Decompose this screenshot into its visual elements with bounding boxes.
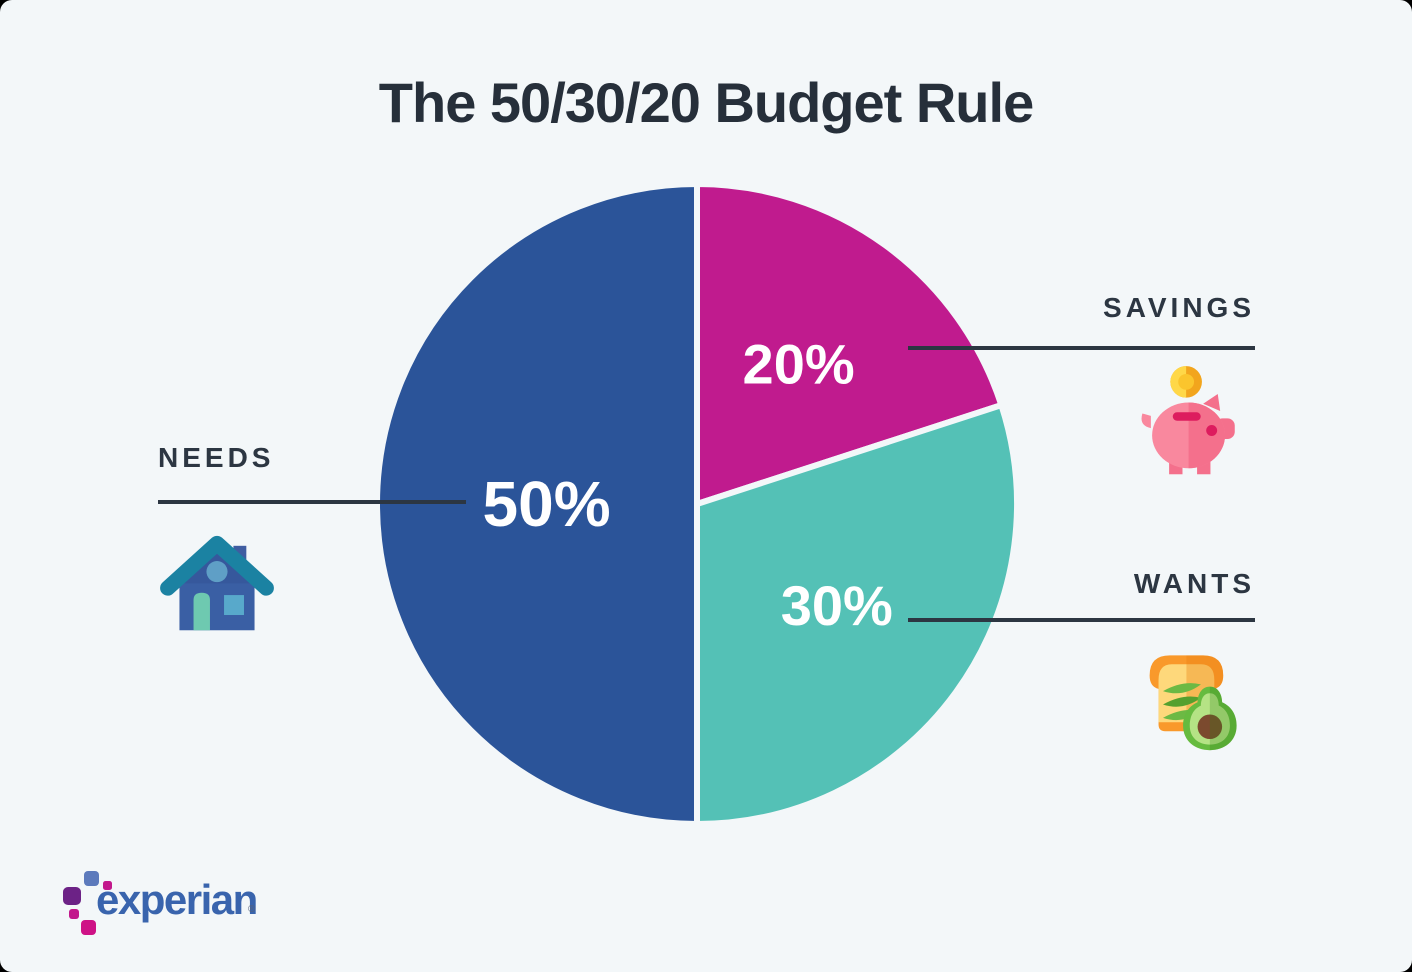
logo-square-magenta-small-top xyxy=(103,881,112,890)
avocado-toast-icon xyxy=(1149,655,1237,751)
logo-square-magenta-bottom xyxy=(81,920,96,935)
pie-chart: 20% 30% 50% xyxy=(374,181,1020,827)
needs-label: NEEDS xyxy=(158,442,275,473)
registered-mark: ® xyxy=(248,904,256,915)
wants-label: WANTS xyxy=(1133,568,1255,599)
needs-callout-line xyxy=(158,500,466,504)
piggy-bank-icon xyxy=(1141,366,1235,475)
wants-callout-line xyxy=(908,618,1255,622)
logo-square-purple xyxy=(63,887,81,905)
experian-wordmark: experian xyxy=(96,876,258,923)
pie-slice-percent-label: 20% xyxy=(743,333,855,396)
savings-callout-line xyxy=(908,346,1255,350)
house-icon xyxy=(160,535,274,631)
logo-square-magenta-small-mid xyxy=(69,909,79,919)
pie-slice-percent-label: 30% xyxy=(781,574,893,637)
pie-slice-needs xyxy=(374,181,700,827)
pie-slice-savings xyxy=(694,181,1005,507)
pie-slice-percent-label: 50% xyxy=(483,468,611,540)
experian-logo: experian ® xyxy=(60,858,300,950)
savings-label: SAVINGS xyxy=(1103,292,1255,323)
logo-square-blue xyxy=(84,871,99,886)
chart-title: The 50/30/20 Budget Rule xyxy=(378,71,1034,134)
pie-slice-wants xyxy=(694,402,1020,827)
